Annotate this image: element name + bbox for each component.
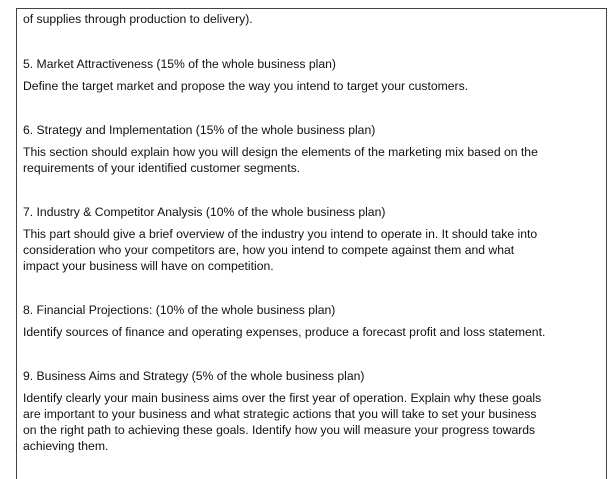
section-body-line: on the right path to achieving these goa… [23, 423, 536, 437]
section-heading: 6. Strategy and Implementation (15% of t… [23, 123, 376, 137]
section-heading: 7. Industry & Competitor Analysis (10% o… [23, 205, 386, 219]
section-body-line: Identify clearly your main business aims… [23, 391, 542, 405]
table-cell-border [16, 8, 607, 479]
section-body-line: consideration who your competitors are, … [23, 243, 515, 257]
section-body-line: Define the target market and propose the… [23, 79, 469, 93]
section-heading: 5. Market Attractiveness (15% of the who… [23, 57, 336, 71]
intro-text: of supplies through production to delive… [23, 12, 253, 26]
section-body-line: requirements of your identified customer… [23, 161, 301, 175]
section-heading: 9. Business Aims and Strategy (5% of the… [23, 369, 365, 383]
section-body-line: are important to your business and what … [23, 407, 537, 421]
section-body-line: This section should explain how you will… [23, 145, 538, 159]
section-body-line: Identify sources of finance and operatin… [23, 325, 546, 339]
section-body-line: impact your business will have on compet… [23, 259, 274, 273]
section-body-line: achieving them. [23, 439, 109, 453]
section-body-line: This part should give a brief overview o… [23, 227, 538, 241]
section-heading: 8. Financial Projections: (10% of the wh… [23, 303, 336, 317]
